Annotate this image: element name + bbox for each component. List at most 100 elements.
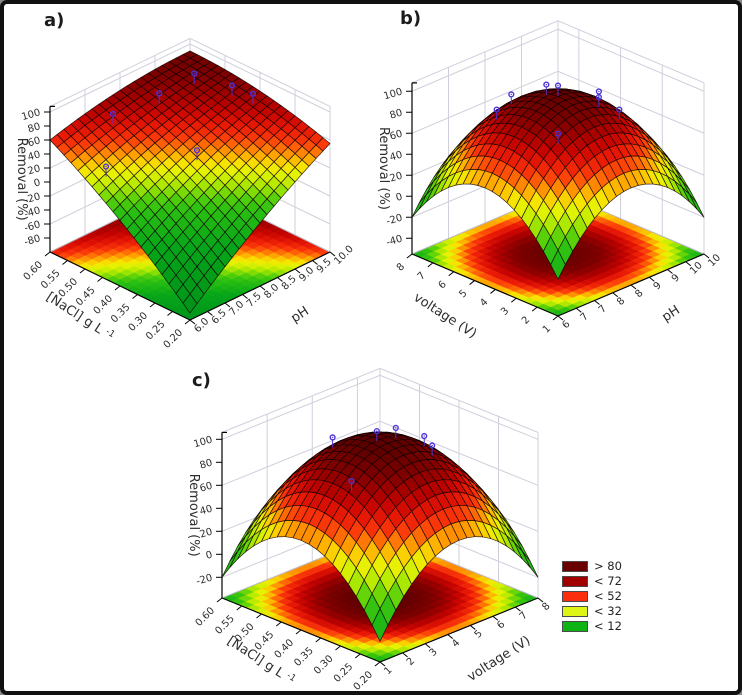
right-axis-title: pH — [288, 304, 311, 326]
svg-text:0: 0 — [205, 550, 214, 562]
z-axis-title: Removal (%) — [14, 138, 29, 221]
svg-text:80: 80 — [199, 458, 214, 472]
svg-text:8: 8 — [633, 288, 645, 300]
svg-text:5: 5 — [473, 628, 485, 640]
svg-text:5: 5 — [457, 288, 469, 300]
legend-color-swatch — [562, 620, 588, 632]
legend-row: < 12 — [562, 620, 622, 632]
svg-text:3: 3 — [427, 647, 439, 659]
color-scale-legend: > 80 < 72 < 52 < 32 < 12 — [562, 560, 622, 632]
svg-text:0.60: 0.60 — [194, 605, 218, 629]
legend-color-swatch — [562, 590, 588, 602]
legend-label: < 72 — [594, 574, 622, 588]
svg-text:7: 7 — [597, 303, 609, 315]
surface-plot-b: 100 80 60 40 20 0 -20 -40 1 2 3 4 5 6 7 8 6 7 7 8 8 9 9 10 10 Rem… — [374, 6, 738, 351]
svg-text:0.25: 0.25 — [332, 661, 356, 685]
svg-text:7.5: 7.5 — [245, 291, 264, 310]
svg-text:8.5: 8.5 — [280, 274, 299, 293]
svg-text:0.20: 0.20 — [162, 327, 186, 351]
legend-label: > 80 — [594, 559, 622, 573]
svg-text:80: 80 — [27, 121, 42, 135]
svg-text:-80: -80 — [23, 233, 42, 248]
legend-row: < 32 — [562, 605, 622, 617]
svg-text:2: 2 — [520, 314, 532, 326]
svg-text:40: 40 — [27, 149, 42, 163]
left-axis-title: voltage (V) — [411, 290, 479, 342]
svg-text:0.45: 0.45 — [74, 285, 98, 309]
svg-text:-60: -60 — [23, 219, 42, 234]
svg-text:6: 6 — [437, 279, 449, 291]
svg-text:-20: -20 — [195, 573, 214, 588]
legend-row: > 80 — [562, 560, 622, 572]
svg-text:100: 100 — [192, 435, 213, 451]
svg-text:60: 60 — [27, 135, 42, 149]
svg-text:-20: -20 — [23, 191, 42, 206]
subplot-label-c: c) — [192, 370, 211, 391]
svg-text:0.55: 0.55 — [39, 268, 63, 292]
svg-text:0.35: 0.35 — [292, 645, 316, 669]
legend-color-swatch — [562, 575, 588, 587]
subplot-label-a: a) — [44, 10, 65, 31]
svg-text:0.40: 0.40 — [273, 637, 297, 661]
svg-text:-40: -40 — [385, 234, 404, 249]
right-axis-title: voltage (V) — [465, 633, 533, 685]
z-axis-title: Removal (%) — [186, 474, 201, 557]
z-axis-title: Removal (%) — [376, 127, 391, 210]
svg-text:7.0: 7.0 — [227, 299, 246, 318]
svg-text:0: 0 — [395, 192, 404, 204]
svg-text:0.25: 0.25 — [144, 319, 168, 343]
surface-plot-c: 100 80 60 40 20 0 -20 0.20 0.25 0.30 0.35 0.40 0.45 0… — [152, 352, 556, 691]
svg-text:0.20: 0.20 — [352, 669, 376, 693]
svg-text:0.30: 0.30 — [312, 653, 336, 677]
svg-text:8: 8 — [540, 601, 552, 613]
svg-text:10: 10 — [706, 252, 723, 269]
svg-text:100: 100 — [382, 87, 403, 103]
svg-text:7: 7 — [416, 270, 428, 282]
svg-text:-20: -20 — [385, 213, 404, 228]
legend-row: < 72 — [562, 575, 622, 587]
svg-text:80: 80 — [389, 108, 404, 122]
right-axis-title: pH — [659, 303, 682, 325]
svg-text:60: 60 — [389, 129, 404, 143]
svg-text:9: 9 — [670, 272, 682, 284]
legend-row: < 52 — [562, 590, 622, 602]
svg-text:2: 2 — [405, 656, 417, 668]
surface-plot-c-svg: 100806040200-200.200.250.300.350.400.450… — [186, 367, 553, 691]
svg-text:20: 20 — [389, 171, 404, 185]
svg-text:8.0: 8.0 — [262, 282, 281, 301]
subplot-label-b: b) — [400, 8, 422, 29]
svg-text:60: 60 — [199, 481, 214, 495]
legend-color-swatch — [562, 560, 588, 572]
svg-text:0.60: 0.60 — [22, 259, 46, 283]
svg-text:4: 4 — [478, 297, 490, 309]
svg-text:7: 7 — [518, 610, 530, 622]
svg-text:9: 9 — [652, 280, 664, 292]
svg-text:20: 20 — [27, 163, 42, 177]
legend-label: < 32 — [594, 604, 622, 618]
svg-text:-40: -40 — [23, 205, 42, 220]
svg-text:100: 100 — [20, 107, 41, 123]
svg-text:6: 6 — [560, 319, 572, 331]
legend-color-swatch — [562, 605, 588, 617]
svg-text:0.30: 0.30 — [127, 310, 151, 334]
svg-text:20: 20 — [199, 527, 214, 541]
svg-text:4: 4 — [450, 637, 462, 649]
svg-text:8: 8 — [615, 296, 627, 308]
svg-text:9.5: 9.5 — [315, 257, 334, 276]
svg-text:3: 3 — [499, 306, 511, 318]
legend-label: < 12 — [594, 619, 622, 633]
legend-label: < 52 — [594, 589, 622, 603]
svg-text:8: 8 — [395, 261, 407, 273]
svg-text:10.0: 10.0 — [332, 244, 356, 268]
surface-plot-a: 100 80 60 40 20 0 -20 -40 -60 -80 0.20 0.25 0.30 0.35… — [10, 8, 374, 351]
svg-text:40: 40 — [199, 504, 214, 518]
svg-text:7: 7 — [579, 311, 591, 323]
svg-text:9.0: 9.0 — [297, 265, 316, 284]
svg-text:1: 1 — [541, 323, 553, 335]
svg-text:1: 1 — [382, 665, 394, 677]
svg-text:0.35: 0.35 — [109, 302, 133, 326]
svg-text:10: 10 — [688, 260, 705, 277]
